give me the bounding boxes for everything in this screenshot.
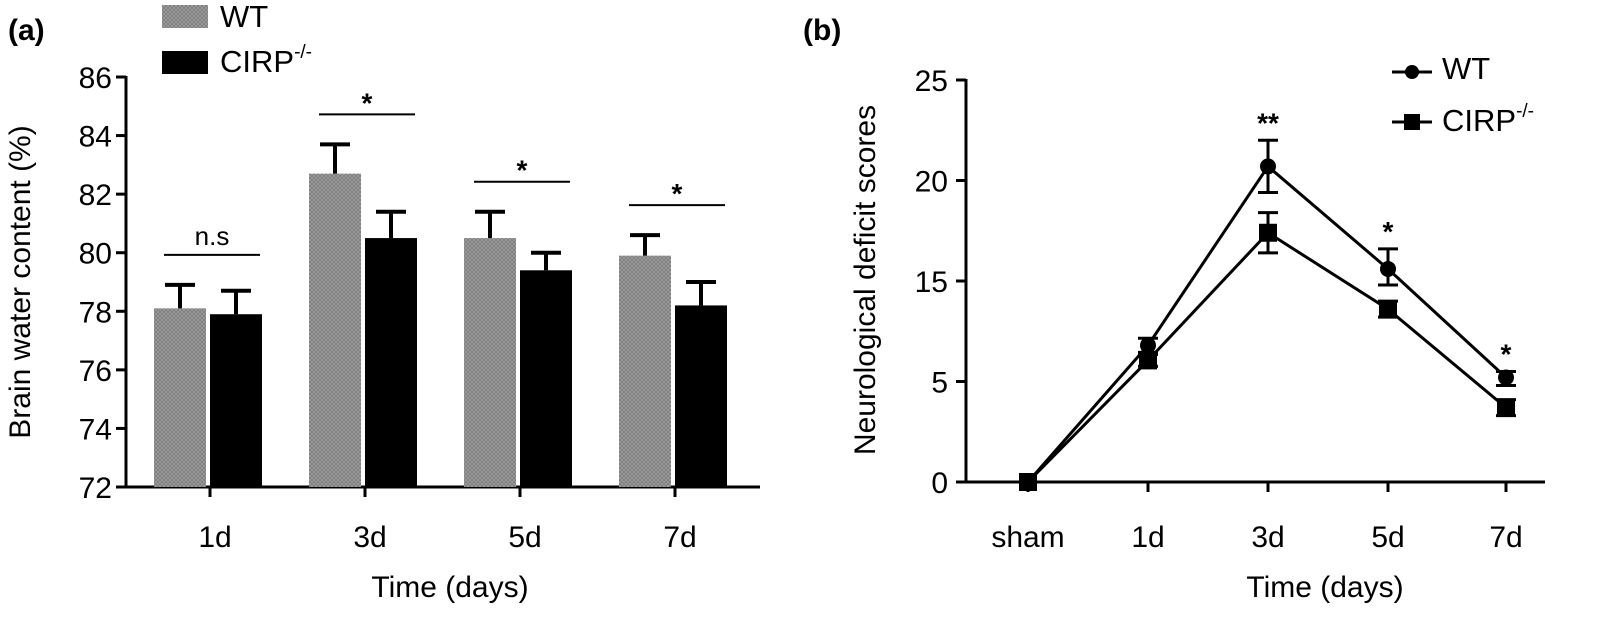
- legend-label-cirp: CIRP-/-: [220, 42, 312, 79]
- panel-a-x-tick-label: 5d: [508, 521, 541, 554]
- significance-label: *: [672, 178, 683, 209]
- panel-b-y-axis-title: Neurological deficit scores: [849, 105, 882, 455]
- panel-b-legend: WT CIRP-/-: [1392, 51, 1534, 138]
- panel-b-y-tick-label: 20: [915, 166, 948, 199]
- series-line-cirp: [1026, 230, 1507, 484]
- panel-a-x-tick-label: 3d: [353, 521, 386, 554]
- bar-cirp: [365, 238, 417, 487]
- panel-a-y-tick-label: 80: [79, 238, 112, 271]
- panel-a-x-tick-label: 1d: [198, 521, 231, 554]
- panel-b-label: (b): [803, 14, 841, 47]
- point-cirp: [1497, 398, 1515, 417]
- legend-swatch-wt: [162, 5, 208, 28]
- panel-b-x-tick-label: 5d: [1371, 521, 1404, 554]
- panel-a-axes: 72 74 76 78 80 82 84 86 1d 3d 5d 7d: [79, 62, 760, 554]
- panel-a-label: (a): [8, 14, 45, 47]
- bar-wt: [464, 238, 516, 487]
- legend-b-label-wt: WT: [1442, 51, 1490, 86]
- panel-b-x-tick-label: 1d: [1131, 521, 1164, 554]
- legend-marker-square: [1404, 114, 1420, 130]
- panel-a-x-axis-title: Time (days): [371, 571, 528, 604]
- panel-a-y-tick-label: 76: [79, 355, 112, 388]
- panel-b-y-tick-label: 15: [915, 266, 948, 299]
- significance-label: *: [517, 155, 528, 186]
- panel-a-y-tick-label: 86: [79, 62, 112, 95]
- legend-marker-circle: [1405, 65, 1419, 79]
- panel-a-y-tick-label: 72: [79, 472, 112, 505]
- panel-b: (b) WT CIRP-/- Neurological deficit scor…: [803, 14, 1545, 604]
- bar-cirp: [520, 270, 572, 487]
- panel-a-y-tick-label: 82: [79, 179, 112, 212]
- panel-a-y-tick-label: 78: [79, 296, 112, 329]
- bar-wt: [154, 308, 206, 487]
- panel-b-series: ****: [1019, 107, 1516, 491]
- significance-label: *: [362, 87, 373, 118]
- bar-cirp: [675, 305, 727, 487]
- panel-b-y-tick-label: 25: [915, 65, 948, 98]
- panel-a-y-tick-label: 74: [79, 413, 112, 446]
- bar-wt: [309, 173, 361, 487]
- point-cirp: [1259, 223, 1277, 242]
- bar-wt: [619, 255, 671, 487]
- point-cirp: [1139, 351, 1157, 370]
- point-wt: [1498, 369, 1514, 386]
- panel-a-y-tick-label: 84: [79, 121, 112, 154]
- panel-a-legend: WT CIRP-/-: [162, 0, 312, 79]
- panel-b-y-tick-label: 5: [931, 367, 948, 400]
- panel-b-axes: 0 5 15 20 25 sham 1d 3d 5d 7d: [915, 65, 1545, 554]
- significance-label: *: [1383, 216, 1394, 247]
- significance-label: **: [1257, 107, 1279, 138]
- point-wt: [1380, 260, 1396, 277]
- panel-a: (a) WT CIRP-/- Brain water content (%) T…: [4, 0, 760, 604]
- legend-b-label-cirp: CIRP-/-: [1442, 101, 1534, 138]
- legend-swatch-cirp: [162, 51, 208, 74]
- point-wt: [1260, 158, 1276, 175]
- panel-b-y-tick-label: 0: [931, 467, 948, 500]
- point-cirp: [1019, 473, 1037, 491]
- legend-label-wt: WT: [220, 0, 268, 34]
- panel-b-x-tick-label: sham: [991, 521, 1064, 554]
- panel-a-y-axis-title: Brain water content (%): [4, 125, 37, 438]
- point-wt: [1140, 337, 1156, 354]
- panel-b-x-tick-label: 3d: [1251, 521, 1284, 554]
- point-cirp: [1379, 300, 1397, 319]
- panel-a-bars: n.s * * *: [154, 87, 727, 487]
- significance-label: n.s: [195, 221, 230, 251]
- panel-a-x-tick-label: 7d: [663, 521, 696, 554]
- panel-b-x-tick-label: 7d: [1489, 521, 1522, 554]
- panel-b-x-axis-title: Time (days): [1246, 571, 1403, 604]
- bar-cirp: [210, 314, 262, 487]
- significance-label: *: [1501, 338, 1512, 369]
